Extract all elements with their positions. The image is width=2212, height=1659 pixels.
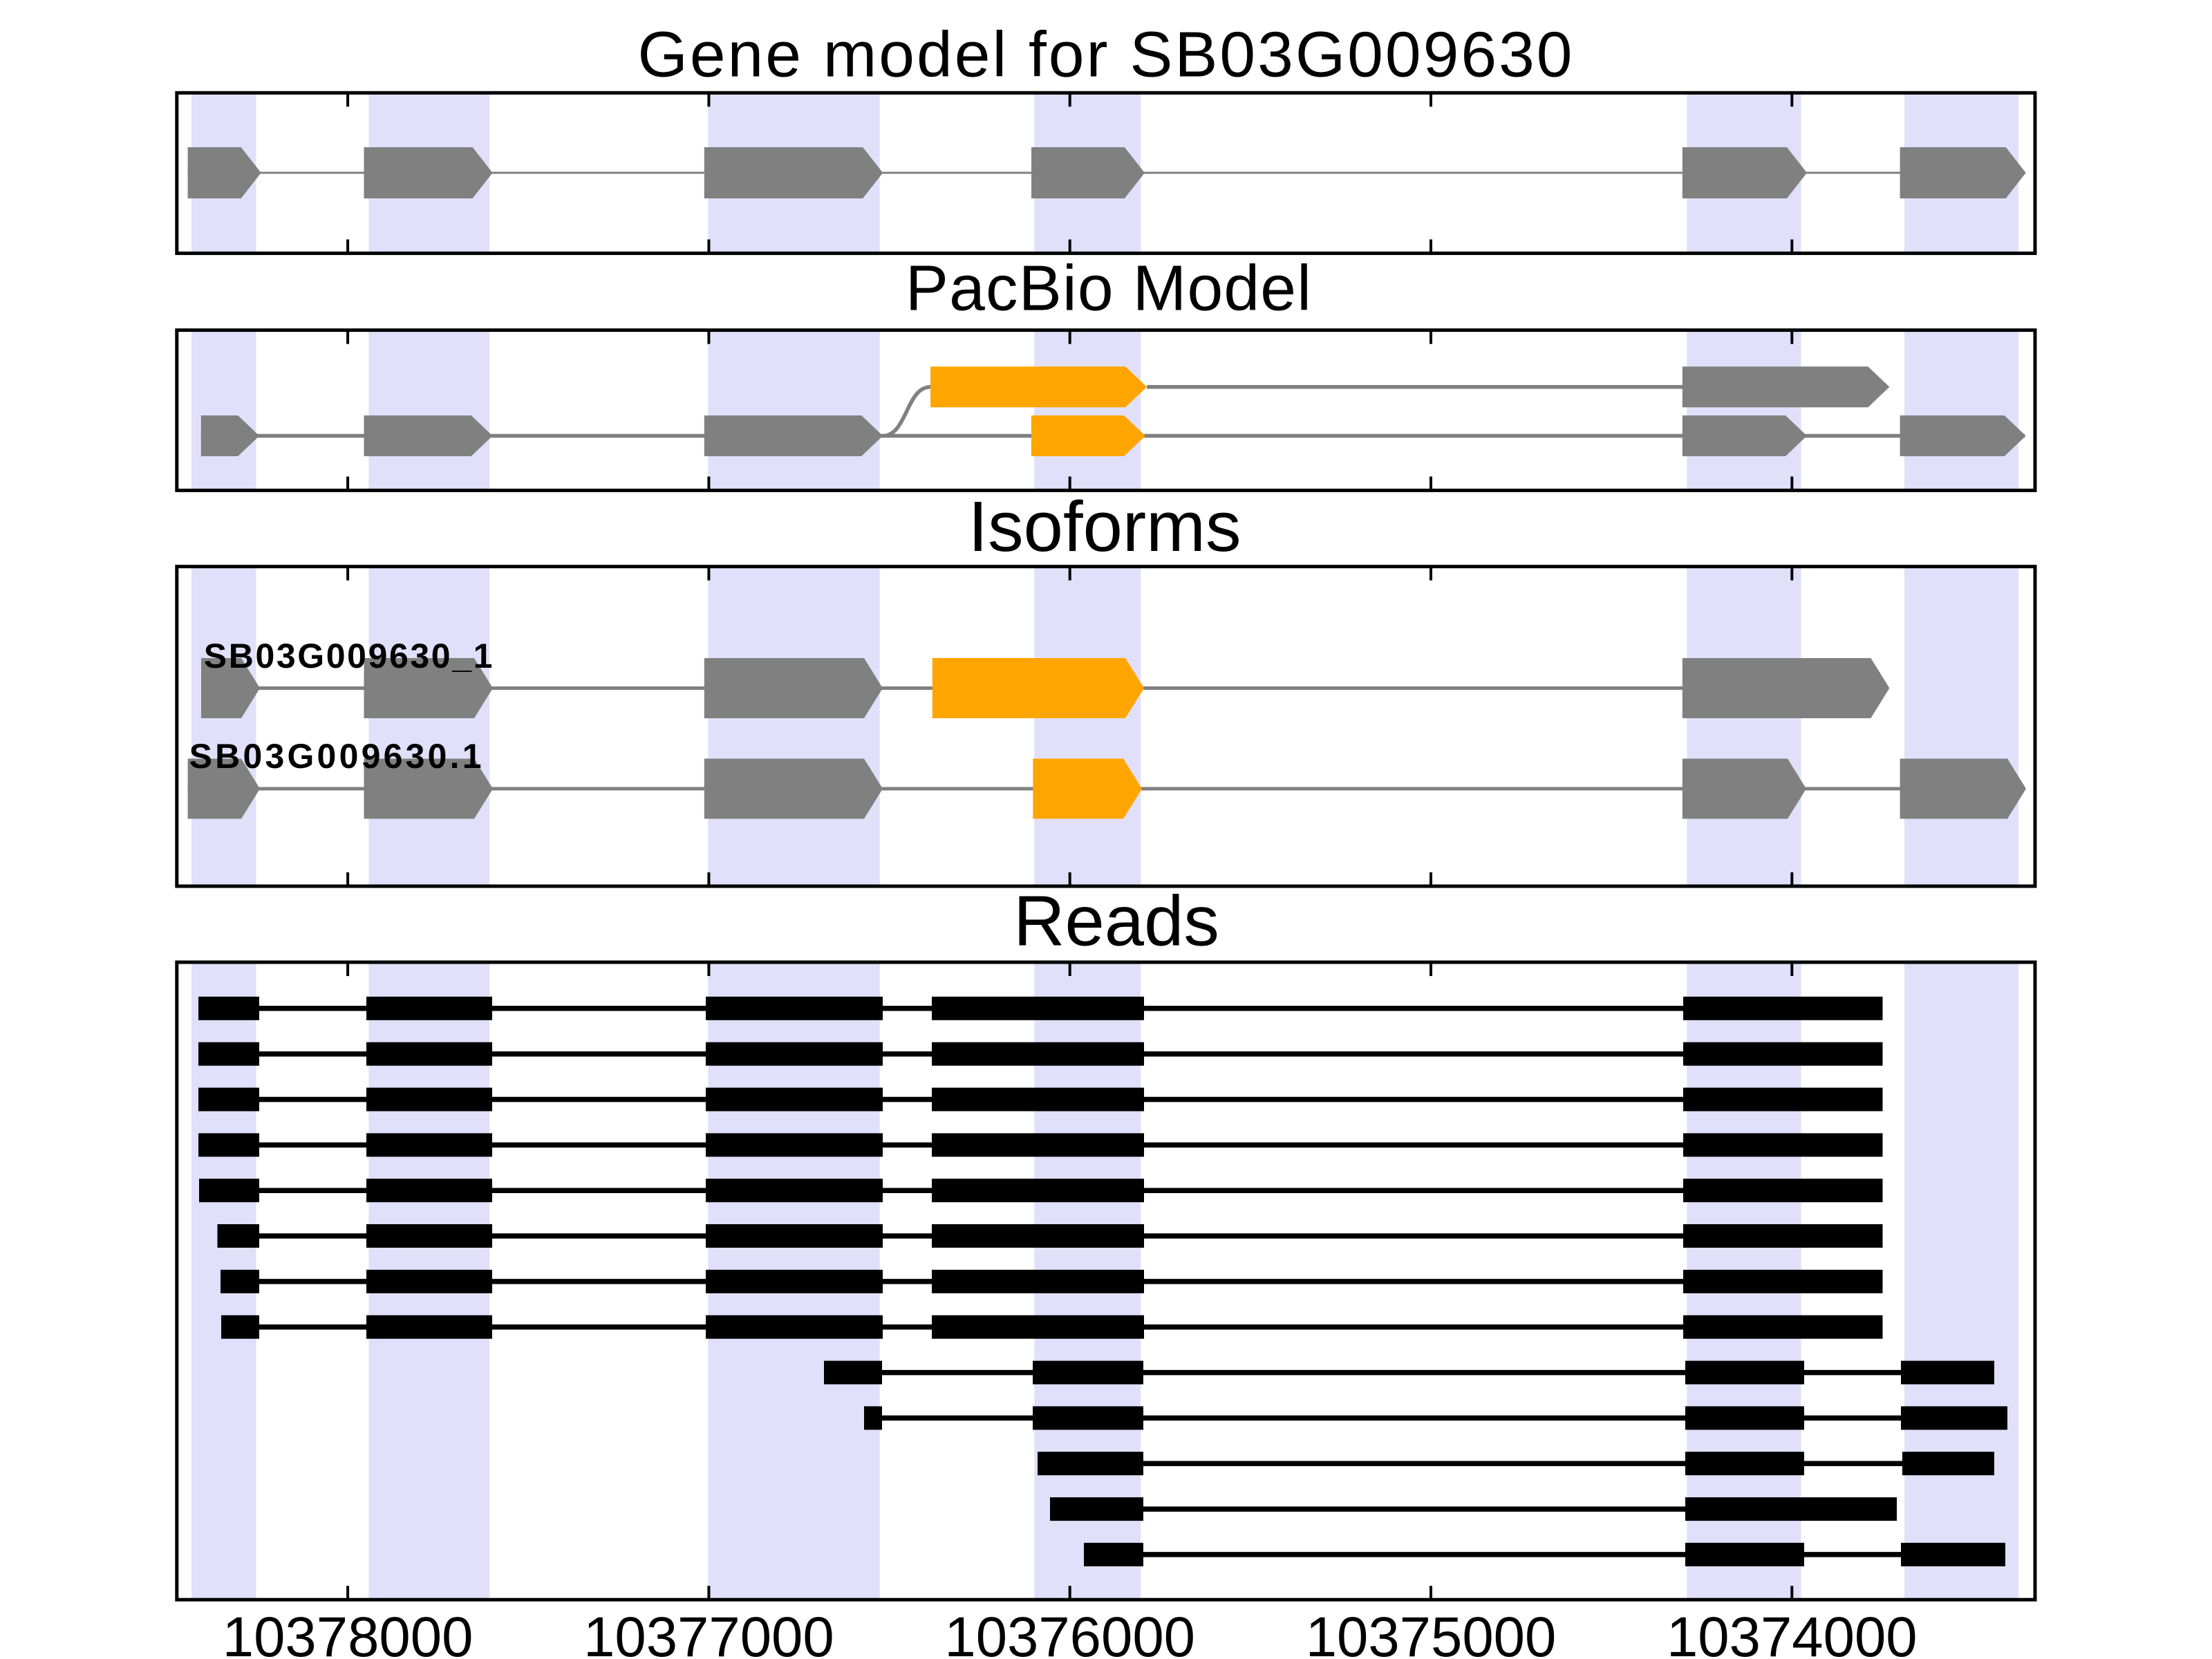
svg-text:10378000: 10378000 xyxy=(223,1606,474,1659)
svg-text:SB03G009630.1: SB03G009630.1 xyxy=(189,737,485,776)
svg-text:Isoforms: Isoforms xyxy=(968,487,1241,566)
svg-text:SB03G009630_1: SB03G009630_1 xyxy=(204,637,494,675)
svg-text:10377000: 10377000 xyxy=(583,1606,834,1659)
svg-text:PacBio Model: PacBio Model xyxy=(906,252,1312,324)
svg-text:10376000: 10376000 xyxy=(944,1606,1195,1659)
svg-text:Gene model for SB03G009630: Gene model for SB03G009630 xyxy=(637,18,1574,90)
svg-text:10375000: 10375000 xyxy=(1306,1606,1557,1659)
svg-text:Reads: Reads xyxy=(1013,881,1219,961)
svg-text:10374000: 10374000 xyxy=(1667,1606,1918,1659)
